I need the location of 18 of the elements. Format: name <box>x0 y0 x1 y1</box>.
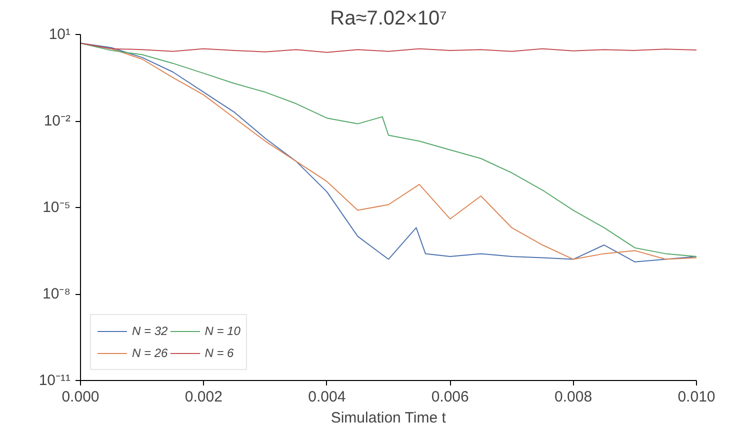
legend-label: N = 10 <box>204 324 240 338</box>
line-series <box>80 42 696 53</box>
chart-title: Ra≈7.02×10⁷ <box>330 8 447 30</box>
legend-label: N = 32 <box>132 324 168 338</box>
x-axis-title: Simulation Time t <box>330 410 447 426</box>
x-tick-label: 0.008 <box>554 388 592 406</box>
legend-label: N = 6 <box>204 346 234 360</box>
y-tick-label: 10¹ <box>48 26 71 43</box>
x-tick-label: 0.010 <box>678 388 716 406</box>
x-tick-label: 0.000 <box>62 388 100 406</box>
x-tick-label: 0.002 <box>184 388 222 406</box>
legend-label: N = 26 <box>132 346 168 360</box>
y-tick-label: 10⁻² <box>44 112 71 130</box>
x-tick-label: 0.006 <box>431 388 469 406</box>
y-tick-label: 10⁻⁸ <box>42 286 71 302</box>
y-tick-label: 10⁻⁵ <box>42 199 71 216</box>
y-tick-label: 10⁻¹¹ <box>38 372 71 389</box>
x-tick-label: 0.004 <box>308 388 346 406</box>
